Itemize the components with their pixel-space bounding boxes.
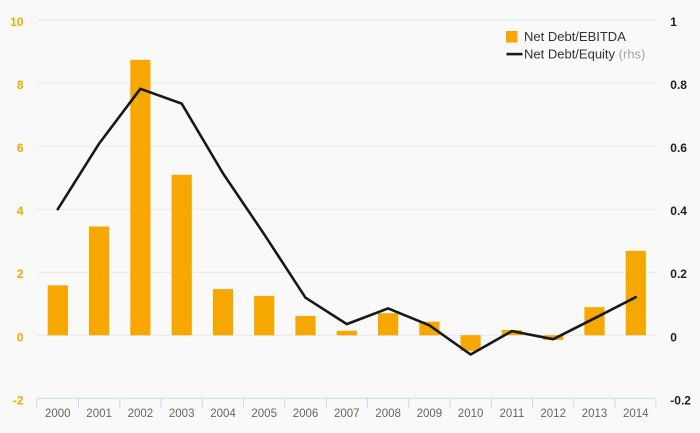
svg-text:0.6: 0.6 xyxy=(670,141,687,155)
svg-text:4: 4 xyxy=(17,204,24,218)
svg-text:2005: 2005 xyxy=(251,408,277,420)
svg-text:6: 6 xyxy=(17,141,24,155)
svg-text:2010: 2010 xyxy=(458,408,484,420)
svg-text:2013: 2013 xyxy=(582,408,608,420)
svg-text:2007: 2007 xyxy=(334,408,360,420)
svg-text:10: 10 xyxy=(10,15,24,29)
svg-text:2003: 2003 xyxy=(169,408,195,420)
svg-text:2000: 2000 xyxy=(45,408,71,420)
svg-text:0.4: 0.4 xyxy=(670,204,687,218)
svg-text:2001: 2001 xyxy=(86,408,112,420)
svg-text:2014: 2014 xyxy=(623,408,649,420)
svg-text:2012: 2012 xyxy=(540,408,566,420)
svg-text:2004: 2004 xyxy=(210,408,236,420)
svg-text:8: 8 xyxy=(17,78,24,92)
svg-text:2: 2 xyxy=(17,267,24,281)
svg-text:-2: -2 xyxy=(13,393,24,407)
svg-text:0.8: 0.8 xyxy=(670,78,687,92)
svg-text:0.2: 0.2 xyxy=(670,267,687,281)
svg-text:2009: 2009 xyxy=(417,408,443,420)
svg-text:2008: 2008 xyxy=(375,408,401,420)
svg-text:2006: 2006 xyxy=(293,408,319,420)
svg-text:-0.2: -0.2 xyxy=(670,393,691,407)
svg-text:2011: 2011 xyxy=(500,408,525,420)
svg-text:1: 1 xyxy=(670,15,677,29)
svg-text:0: 0 xyxy=(17,330,24,344)
svg-text:2002: 2002 xyxy=(128,408,154,420)
svg-text:Net Debt/EBITDA: Net Debt/EBITDA xyxy=(524,29,626,44)
svg-text:Net Debt/Equity (rhs): Net Debt/Equity (rhs) xyxy=(524,46,645,61)
svg-text:0: 0 xyxy=(670,330,677,344)
